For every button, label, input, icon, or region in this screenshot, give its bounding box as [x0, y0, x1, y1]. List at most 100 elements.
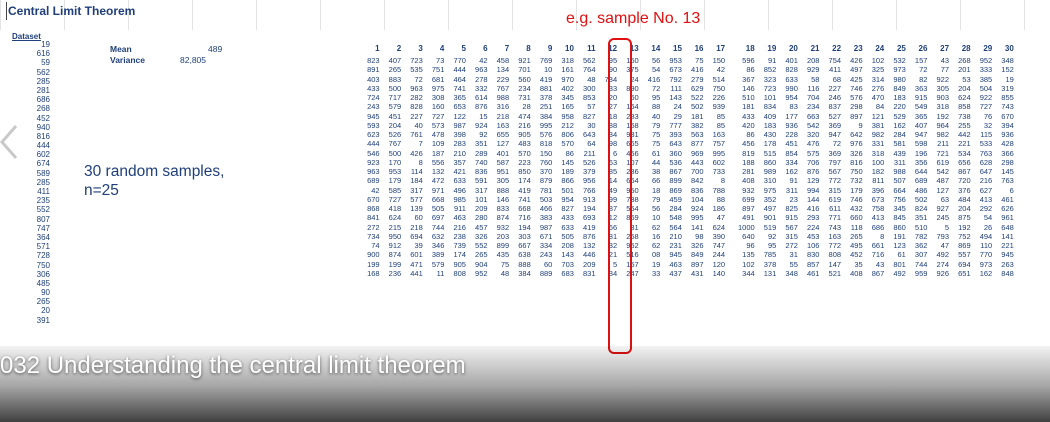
table-cell: 146: [496, 194, 510, 204]
table-cell: 947: [828, 130, 842, 139]
table-cell: 24: [630, 74, 639, 84]
table-cell: 20: [608, 93, 618, 102]
table-cell: 109: [431, 139, 445, 149]
table-cell: 601: [410, 250, 423, 260]
table-cell: 929: [806, 65, 820, 75]
sample-column-header: 9: [547, 44, 553, 53]
table-cell: 661: [871, 241, 885, 250]
table-cell: 426: [850, 56, 863, 65]
column-gap: [725, 223, 733, 232]
table-cell: 360: [669, 148, 682, 158]
table-cell: 964: [936, 120, 950, 130]
table-cell: 549: [914, 102, 928, 112]
table-cell: 818: [539, 139, 553, 149]
table-row: 823 407 723 73 770 42 458 921 769 318 562 95 160 56 95…: [358, 56, 1014, 65]
table-cell: 927: [936, 204, 950, 213]
table-cell: 954: [785, 93, 798, 102]
table-cell: 145: [561, 157, 574, 167]
table-cell: 408: [742, 176, 755, 186]
table-cell: 491: [742, 213, 755, 223]
table-cell: 689: [367, 176, 380, 186]
table-cell: 162: [893, 120, 906, 130]
table-cell: 689: [914, 176, 928, 186]
column-gap: [725, 121, 733, 130]
table-cell: 210: [453, 148, 466, 158]
table-cell: 308: [431, 93, 445, 102]
table-cell: 483: [518, 139, 531, 149]
table-cell: 66: [608, 222, 618, 232]
table-cell: 976: [850, 139, 863, 149]
dataset-value: 807: [36, 214, 50, 224]
table-cell: 857: [806, 259, 820, 269]
table-cell: 311: [785, 185, 798, 195]
table-cell: 323: [763, 74, 777, 84]
table-cell: 63: [608, 157, 618, 167]
table-cell: 122: [453, 111, 466, 121]
table-cell: 975: [431, 83, 445, 93]
table-cell: 186: [712, 204, 726, 213]
table-cell: 496: [453, 185, 466, 195]
dataset-value: 602: [36, 150, 50, 160]
table-cell: 42: [479, 56, 488, 65]
table-cell: 456: [626, 148, 639, 158]
dataset-column: 19 616 59 562 285 281 686 268 452 940 816 444 602 674…: [12, 40, 50, 325]
table-cell: 562: [583, 56, 596, 65]
table-cell: 570: [561, 139, 574, 149]
table-cell: 160: [431, 102, 445, 112]
chevron-left-icon[interactable]: [0, 122, 22, 162]
table-cell: 162: [785, 167, 798, 176]
table-cell: 107: [626, 157, 639, 167]
table-cell: 570: [518, 148, 531, 158]
table-cell: 160: [626, 56, 639, 65]
table-cell: 98: [695, 231, 704, 241]
table-cell: 716: [871, 250, 885, 260]
table-cell: 879: [539, 176, 553, 186]
table-cell: 581: [893, 139, 906, 149]
table-cell: 746: [850, 194, 863, 204]
table-row: 272 215 218 744 216 457 932 194 987 633 419 66 31 62 5…: [358, 223, 1014, 232]
dataset-value: 19: [41, 40, 50, 49]
table-cell: 348: [1001, 56, 1014, 65]
table-cell: 298: [850, 102, 863, 112]
table-cell: 407: [388, 56, 402, 65]
table-cell: 542: [806, 120, 820, 130]
table-cell: 953: [388, 167, 402, 176]
table-row: 74 912 39 346 739 552 899 667 334 208 132 32 952 62 23…: [358, 241, 1014, 250]
dataset-value: 940: [36, 122, 50, 132]
table-cell: 106: [806, 241, 820, 250]
table-cell: 320: [806, 130, 820, 139]
table-cell: 554: [626, 204, 639, 213]
table-cell: 433: [561, 213, 574, 223]
table-cell: 989: [763, 167, 777, 176]
table-cell: 495: [850, 241, 863, 250]
table-cell: 53: [962, 74, 971, 84]
table-cell: 47: [940, 241, 950, 250]
table-cell: 643: [583, 130, 596, 139]
table-cell: 660: [850, 213, 863, 223]
table-cell: 433: [742, 111, 755, 121]
table-cell: 668: [431, 194, 445, 204]
table-cell: 903: [936, 93, 950, 102]
table-cell: 443: [690, 157, 704, 167]
table-cell: 315: [828, 185, 842, 195]
table-cell: 164: [626, 102, 639, 112]
table-cell: 305: [936, 83, 950, 93]
table-cell: 760: [539, 157, 553, 167]
table-row: 243 579 828 160 653 876 316 28 251 165 57 27 164 88 24…: [358, 102, 1014, 111]
table-cell: 26: [983, 222, 993, 232]
table-cell: 85: [608, 167, 618, 176]
column-gap: [725, 167, 733, 176]
table-cell: 27: [608, 102, 618, 112]
table-cell: 403: [367, 74, 380, 84]
table-cell: 1000: [738, 222, 755, 232]
table-row: 945 451 227 727 122 15 218 474 384 958 827 18 283 40 2…: [358, 112, 1014, 121]
table-cell: 420: [742, 120, 755, 130]
table-cell: 40: [651, 111, 661, 121]
table-cell: 178: [763, 139, 777, 149]
table-cell: 825: [785, 204, 798, 213]
table-cell: 763: [979, 148, 993, 158]
column-gap: [725, 204, 733, 213]
dataset-value: 391: [36, 315, 50, 325]
table-cell: 874: [388, 250, 402, 260]
table-cell: 961: [1001, 213, 1014, 223]
